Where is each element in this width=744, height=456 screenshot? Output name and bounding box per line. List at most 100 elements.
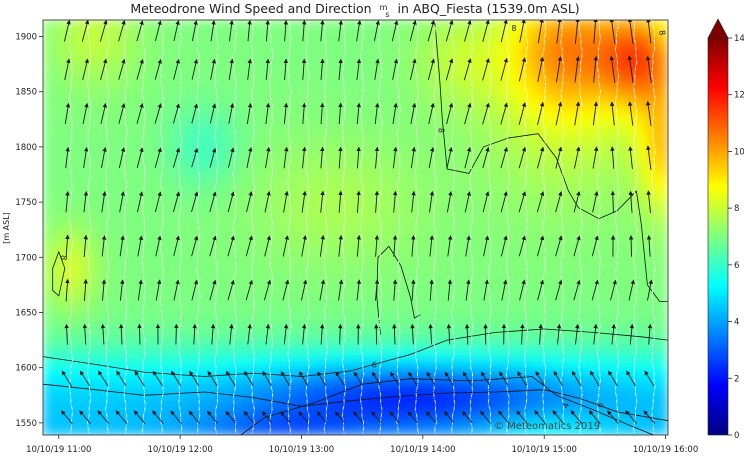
- field-cell: [208, 208, 220, 219]
- field-cell: [286, 227, 298, 238]
- field-cell: [501, 123, 513, 134]
- wind-arrow: [410, 102, 417, 125]
- field-cell: [403, 293, 415, 304]
- field-cell: [384, 264, 396, 276]
- field-cell: [540, 415, 552, 427]
- field-cell: [540, 359, 552, 370]
- field-cell: [608, 28, 620, 40]
- field-cell: [296, 94, 308, 106]
- field-cell: [657, 66, 668, 78]
- field-cell: [521, 330, 532, 342]
- wind-arrow: [552, 410, 565, 425]
- field-cell: [149, 57, 161, 68]
- field-cell: [384, 151, 396, 162]
- field-cell: [472, 227, 483, 238]
- field-cell: [296, 264, 308, 276]
- field-cell: [423, 387, 435, 398]
- field-cell: [130, 38, 142, 49]
- field-cell: [657, 179, 668, 191]
- wind-arrow: [537, 20, 544, 44]
- field-cell: [267, 66, 278, 78]
- field-cell: [618, 76, 630, 87]
- field-cell: [345, 415, 356, 427]
- field-cell: [43, 198, 54, 210]
- field-cell: [364, 57, 376, 68]
- field-cell: [247, 321, 259, 332]
- wind-arrow: [227, 279, 235, 301]
- field-cell: [433, 113, 444, 125]
- field-cell: [325, 198, 337, 210]
- field-cell: [394, 123, 405, 134]
- field-cell: [374, 236, 386, 247]
- field-cell: [647, 160, 659, 172]
- field-cell: [628, 160, 640, 172]
- field-cell: [81, 170, 93, 181]
- field-cell: [462, 245, 474, 257]
- field-cell: [511, 104, 523, 115]
- wind-arrow: [356, 102, 362, 125]
- field-cell: [433, 170, 444, 181]
- field-cell: [276, 151, 288, 162]
- field-cell: [608, 349, 620, 361]
- field-cell: [237, 255, 249, 266]
- field-cell: [579, 160, 591, 172]
- field-cell: [628, 170, 640, 181]
- field-cell: [462, 264, 474, 276]
- field-cell: [71, 142, 83, 153]
- field-cell: [511, 340, 523, 351]
- field-cell: [179, 406, 190, 417]
- field-cell: [511, 255, 523, 266]
- profile-line: [359, 20, 365, 435]
- field-cell: [579, 113, 591, 125]
- field-cell: [91, 293, 103, 304]
- field-cell: [179, 387, 190, 398]
- field-cell: [452, 151, 464, 162]
- wind-arrow: [229, 20, 234, 42]
- field-cell: [159, 66, 171, 78]
- field-cell: [442, 208, 454, 219]
- field-cell: [71, 396, 83, 408]
- field-cell: [403, 142, 415, 153]
- field-cell: [101, 425, 112, 435]
- field-cell: [413, 198, 425, 210]
- field-cell: [638, 387, 649, 398]
- field-cell: [325, 47, 337, 59]
- field-cell: [657, 245, 668, 257]
- field-cell: [149, 330, 161, 342]
- field-cell: [472, 255, 483, 266]
- field-cell: [540, 311, 552, 323]
- field-cell: [315, 217, 327, 228]
- field-cell: [179, 359, 190, 370]
- field-cell: [286, 123, 298, 134]
- field-cell: [521, 76, 532, 87]
- field-cell: [384, 255, 396, 266]
- wind-arrow: [464, 146, 472, 169]
- wind-arrow: [225, 370, 236, 387]
- field-cell: [286, 274, 298, 285]
- wind-arrow: [516, 410, 528, 424]
- field-cell: [149, 340, 161, 351]
- field-cell: [394, 387, 405, 398]
- field-cell: [530, 142, 542, 153]
- field-cell: [52, 368, 64, 379]
- field-cell: [43, 76, 54, 87]
- field-cell: [345, 66, 356, 78]
- x-tick-label: 10/10/19 15:00: [512, 445, 577, 455]
- field-cell: [550, 311, 562, 323]
- field-cell: [413, 20, 425, 30]
- field-cell: [481, 330, 493, 342]
- field-cell: [589, 349, 601, 361]
- field-cell: [501, 113, 513, 125]
- field-cell: [599, 28, 610, 40]
- field-cell: [247, 142, 259, 153]
- field-cell: [384, 76, 396, 87]
- field-cell: [472, 359, 483, 370]
- field-cell: [462, 20, 474, 30]
- field-cell: [140, 368, 151, 379]
- wind-arrow: [152, 410, 164, 424]
- field-cell: [169, 104, 181, 115]
- field-cell: [325, 245, 337, 257]
- field-cell: [560, 217, 571, 228]
- field-cell: [140, 283, 151, 295]
- field-cell: [62, 264, 73, 276]
